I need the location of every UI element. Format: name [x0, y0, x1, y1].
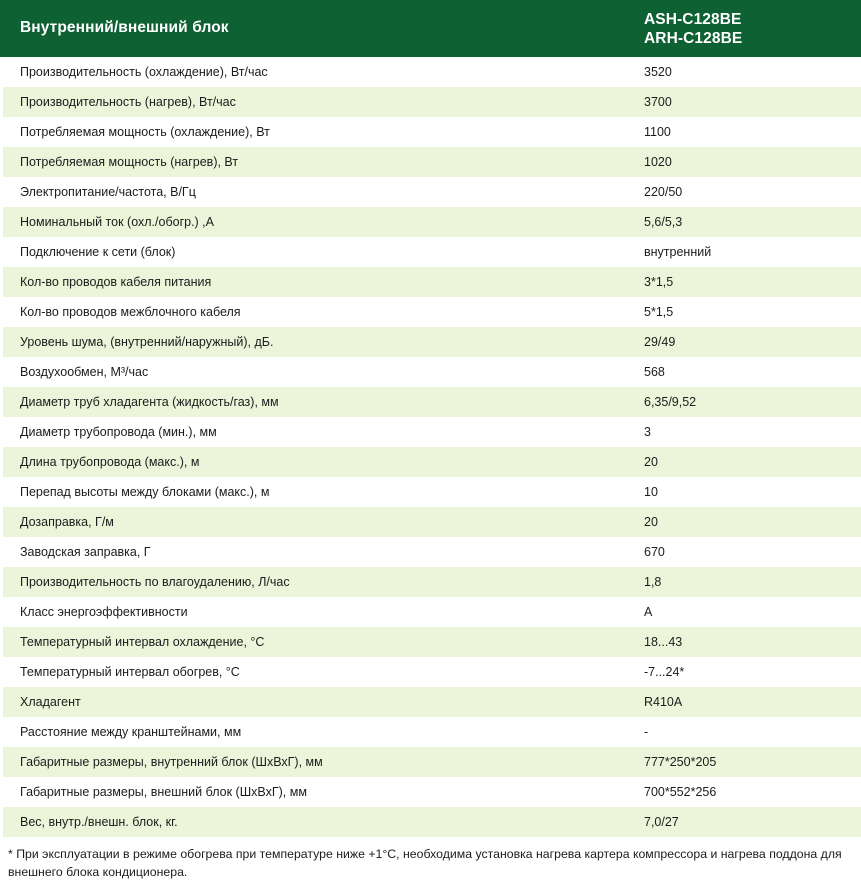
spec-label: Потребляемая мощность (охлаждение), Вт — [20, 124, 270, 139]
spec-value: А — [644, 604, 653, 619]
table-row: Электропитание/частота, В/Гц 220/50 — [0, 177, 861, 207]
table-row: Дозаправка, Г/м 20 — [0, 507, 861, 537]
table-row: Хладагент R410A — [0, 687, 861, 717]
spec-label: Температурный интервал обогрев, °С — [20, 664, 240, 679]
spec-value: 29/49 — [644, 334, 676, 349]
specification-table-body: Производительность (охлаждение), Вт/час 3… — [0, 57, 861, 837]
table-row: Производительность (охлаждение), Вт/час 3… — [0, 57, 861, 87]
spec-value: 3*1,5 — [644, 274, 674, 289]
table-row: Габаритные размеры, внешний блок (ШхВхГ)… — [0, 777, 861, 807]
spec-label: Производительность (нагрев), Вт/час — [20, 94, 236, 109]
table-row: Номинальный ток (охл./обогр.) ,А 5,6/5,3 — [0, 207, 861, 237]
spec-value: 7,0/27 — [644, 814, 679, 829]
spec-value: R410A — [644, 694, 683, 709]
spec-value: - — [644, 724, 649, 739]
spec-value: 220/50 — [644, 184, 683, 199]
spec-label: Номинальный ток (охл./обогр.) ,А — [20, 214, 214, 229]
spec-label: Дозаправка, Г/м — [20, 514, 114, 529]
table-row: Диаметр труб хладагента (жидкость/газ), … — [0, 387, 861, 417]
spec-label: Расстояние между кранштейнами, мм — [20, 724, 242, 739]
spec-value: внутренний — [644, 244, 712, 259]
spec-label: Кол-во проводов кабеля питания — [20, 274, 212, 289]
table-row: Производительность по влагоудалению, Л/ч… — [0, 567, 861, 597]
table-row: Габаритные размеры, внутренний блок (ШхВ… — [0, 747, 861, 777]
table-row: Кол-во проводов межблочного кабеля 5*1,5 — [0, 297, 861, 327]
spec-label: Габаритные размеры, внешний блок (ШхВхГ)… — [20, 784, 307, 799]
table-row: Производительность (нагрев), Вт/час 3700 — [0, 87, 861, 117]
spec-label: Заводская заправка, Г — [20, 544, 151, 559]
spec-label: Уровень шума, (внутренний/наружный), дБ. — [20, 334, 274, 349]
spec-label: Кол-во проводов межблочного кабеля — [20, 304, 241, 319]
table-row: Воздухообмен, М³/час 568 — [0, 357, 861, 387]
spec-label: Потребляемая мощность (нагрев), Вт — [20, 154, 239, 169]
spec-label: Воздухообмен, М³/час — [20, 364, 149, 379]
spec-value: 3 — [644, 424, 651, 439]
spec-value: 3520 — [644, 64, 672, 79]
model-code-secondary: ARH-C128BE — [644, 29, 743, 47]
table-row: Уровень шума, (внутренний/наружный), дБ.… — [0, 327, 861, 357]
spec-label: Температурный интервал охлаждение, °С — [20, 634, 265, 649]
header-model-cell: ASH-C128BE ARH-C128BE — [644, 0, 861, 57]
spec-label: Перепад высоты между блоками (макс.), м — [20, 484, 270, 499]
table-row: Длина трубопровода (макс.), м 20 — [0, 447, 861, 477]
spec-label: Габаритные размеры, внутренний блок (ШхВ… — [20, 754, 323, 769]
table-row: Потребляемая мощность (охлаждение), Вт 11… — [0, 117, 861, 147]
spec-value: 1020 — [644, 154, 672, 169]
spec-label: Производительность (охлаждение), Вт/час — [20, 64, 268, 79]
spec-label: Длина трубопровода (макс.), м — [20, 454, 200, 469]
page-title: Внутренний/внешний блок — [20, 19, 229, 37]
spec-value: 1,8 — [644, 574, 662, 589]
spec-value: 568 — [644, 364, 665, 379]
spec-value: 5*1,5 — [644, 304, 674, 319]
spec-value: 20 — [644, 514, 658, 529]
spec-value: -7...24* — [644, 664, 685, 679]
table-row: Класс энергоэффективности А — [0, 597, 861, 627]
model-code-primary: ASH-C128BE — [644, 10, 742, 28]
spec-value: 10 — [644, 484, 658, 499]
table-row: Перепад высоты между блоками (макс.), м 1… — [0, 477, 861, 507]
table-row: Кол-во проводов кабеля питания 3*1,5 — [0, 267, 861, 297]
spec-value: 777*250*205 — [644, 754, 717, 769]
spec-value: 3700 — [644, 94, 672, 109]
table-row: Расстояние между кранштейнами, мм - — [0, 717, 861, 747]
spec-value: 18...43 — [644, 634, 683, 649]
table-row: Подключение к сети (блок) внутренний — [0, 237, 861, 267]
spec-label: Подключение к сети (блок) — [20, 244, 176, 259]
spec-label: Хладагент — [20, 694, 81, 709]
table-row: Диаметр трубопровода (мин.), мм 3 — [0, 417, 861, 447]
spec-label: Диаметр труб хладагента (жидкость/газ), … — [20, 394, 279, 409]
spec-label: Электропитание/частота, В/Гц — [20, 184, 196, 199]
spec-label: Производительность по влагоудалению, Л/ч… — [20, 574, 290, 589]
spec-label: Диаметр трубопровода (мин.), мм — [20, 424, 217, 439]
spec-label: Вес, внутр./внешн. блок, кг. — [20, 814, 178, 829]
spec-value: 20 — [644, 454, 658, 469]
table-header: Внутренний/внешний блок ASH-C128BE ARH-C… — [0, 0, 861, 57]
table-row: Температурный интервал обогрев, °С -7...2… — [0, 657, 861, 687]
table-row: Заводская заправка, Г 670 — [0, 537, 861, 567]
spec-label: Класс энергоэффективности — [20, 604, 188, 619]
table-row: Температурный интервал охлаждение, °С 18.… — [0, 627, 861, 657]
table-row: Потребляемая мощность (нагрев), Вт 1020 — [0, 147, 861, 177]
spec-value: 5,6/5,3 — [644, 214, 683, 229]
spec-value: 670 — [644, 544, 665, 559]
footnote: * При эксплуатации в режиме обогрева при… — [0, 837, 861, 882]
table-row: Вес, внутр./внешн. блок, кг. 7,0/27 — [0, 807, 861, 837]
spec-value: 700*552*256 — [644, 784, 717, 799]
spec-value: 6,35/9,52 — [644, 394, 697, 409]
header-title-cell: Внутренний/внешний блок — [0, 0, 644, 57]
spec-value: 1100 — [644, 124, 671, 139]
